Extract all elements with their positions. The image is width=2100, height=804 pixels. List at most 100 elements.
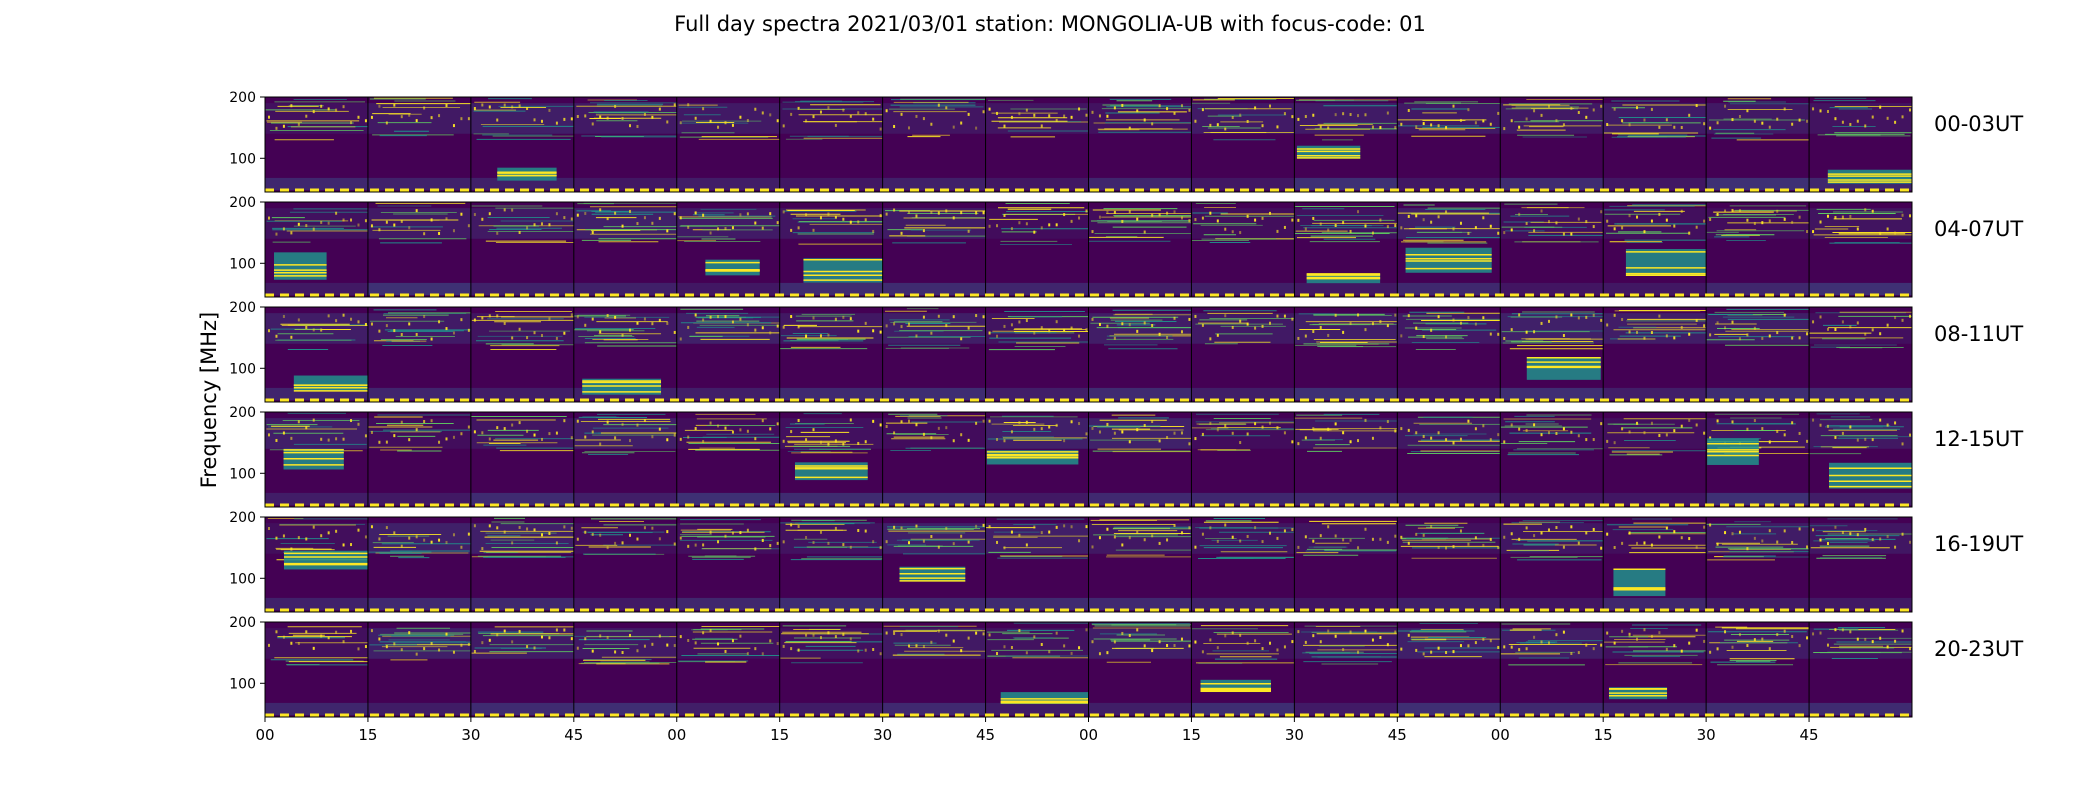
burst-dot (900, 112, 903, 116)
burst-dot (1826, 110, 1829, 114)
upper-band (779, 523, 883, 554)
low-band (1191, 597, 1295, 611)
burst-dot (879, 423, 882, 427)
burst-dot (496, 633, 499, 637)
burst-dot (1334, 422, 1337, 426)
burst-dot (975, 211, 978, 215)
burst-dot (1452, 545, 1455, 549)
burst-dot (1716, 321, 1719, 325)
burst-dot (1474, 322, 1477, 326)
burst-dot (1510, 119, 1513, 123)
burst-dot (1592, 225, 1595, 229)
burst-dot (1312, 329, 1315, 333)
burst-dot (452, 229, 455, 233)
burst-dot (1371, 231, 1374, 235)
burst-dot (1291, 528, 1294, 532)
burst-dot (952, 542, 955, 546)
burst-dot (1394, 429, 1397, 433)
burst-dot (320, 634, 323, 638)
burst-dot (533, 331, 536, 335)
burst-dot (1231, 535, 1234, 539)
burst-dot (975, 631, 978, 635)
burst-dot (709, 315, 712, 319)
burst-dot (1040, 531, 1043, 535)
burst-dot (1585, 438, 1588, 442)
burst-dot (769, 212, 772, 216)
burst-dot (1445, 438, 1448, 442)
burst-dot (790, 523, 793, 527)
burst-dot (576, 419, 579, 423)
burst-dot (1871, 538, 1874, 542)
burst-dot (1349, 630, 1352, 634)
burst-dot (1533, 330, 1536, 334)
burst-dot (1166, 435, 1169, 439)
burst-dot (996, 334, 999, 338)
burst-dot (1680, 536, 1683, 540)
burst-dot (1716, 542, 1719, 546)
burst-dot (533, 528, 536, 532)
burst-dot (790, 112, 793, 116)
low-band (985, 387, 1089, 401)
burst-dot (400, 333, 403, 337)
burst-dot (673, 103, 676, 107)
burst-dot (1018, 629, 1021, 633)
burst-dot (1886, 535, 1889, 539)
burst-dot (1812, 528, 1815, 532)
burst-dot (1636, 637, 1639, 641)
burst-dot (1497, 645, 1500, 649)
low-band (882, 702, 986, 716)
burst-dot (1909, 433, 1911, 437)
burst-dot (1254, 422, 1257, 426)
burst-dot (1871, 438, 1874, 442)
burst-dot (746, 528, 749, 532)
burst-dot (1297, 117, 1300, 121)
burst-dot (621, 541, 624, 545)
burst-dot (827, 212, 830, 216)
low-band (882, 492, 986, 506)
burst-dot (885, 324, 888, 328)
burst-dot (782, 124, 785, 128)
spectrogram-panel (1191, 517, 1295, 612)
burst-dot (1812, 320, 1815, 324)
burst-dot (1613, 545, 1616, 549)
burst-dot (1121, 219, 1124, 223)
burst-dot (268, 329, 270, 333)
burst-dot (1386, 420, 1389, 424)
upper-band (882, 313, 986, 344)
burst-dot (342, 313, 345, 317)
burst-dot (1151, 649, 1154, 653)
burst-dot (1379, 635, 1382, 639)
burst-dot (1269, 211, 1272, 215)
burst-dot (297, 222, 300, 226)
burst-dot (1209, 337, 1212, 341)
burst-dot (1909, 214, 1911, 218)
burst-dot (614, 315, 617, 319)
spectrogram-panel (1706, 517, 1810, 612)
low-band (1500, 177, 1604, 191)
burst-dot (1297, 545, 1300, 549)
burst-dot (724, 315, 727, 319)
y-tick-label: 200 (229, 510, 256, 526)
burst-dot (1761, 427, 1764, 431)
burst-dot (1901, 442, 1904, 446)
burst-dot (1643, 336, 1646, 340)
burst-dot (1098, 114, 1101, 118)
y-tick-label: 200 (229, 195, 256, 211)
burst-dot (776, 541, 779, 545)
burst-dot (415, 119, 418, 123)
spectrogram-panel (1809, 412, 1912, 507)
burst-dot (1643, 118, 1646, 122)
burst-dot (1342, 330, 1345, 334)
burst-dot (643, 112, 646, 116)
burst-dot (1503, 645, 1506, 649)
burst-dot (1173, 431, 1176, 435)
burst-dot (1577, 217, 1580, 221)
burst-dot (717, 540, 720, 544)
burst-dot (629, 439, 632, 443)
burst-dot (621, 651, 624, 655)
burst-dot (893, 322, 896, 326)
burst-dot (327, 221, 330, 225)
burst-dot (438, 114, 441, 118)
burst-dot (658, 318, 661, 322)
burst-dot (797, 648, 800, 652)
